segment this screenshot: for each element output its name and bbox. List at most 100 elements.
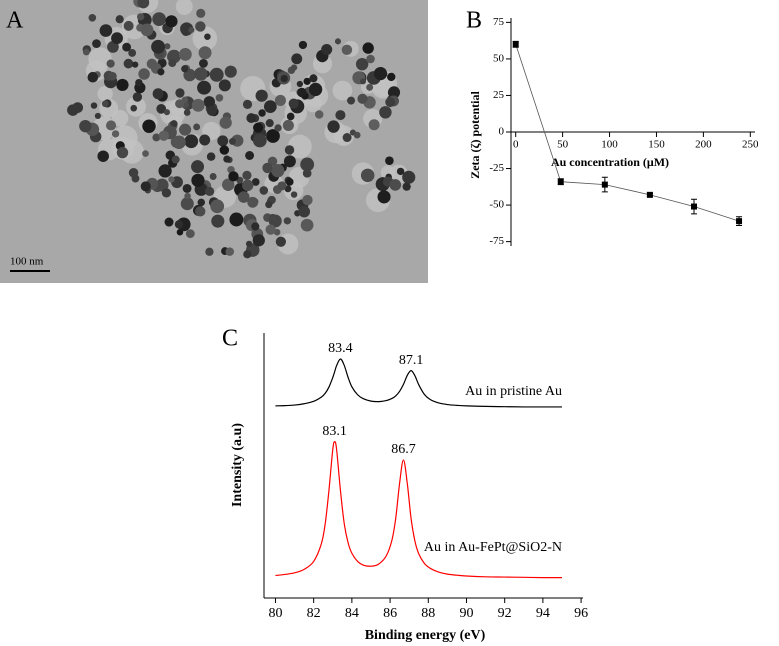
tem-particle bbox=[88, 13, 97, 22]
y-tick-label: -50 bbox=[489, 199, 504, 211]
tem-particle bbox=[218, 79, 231, 92]
tem-particle bbox=[168, 59, 177, 68]
tem-particle bbox=[282, 119, 294, 131]
tem-particle bbox=[280, 74, 288, 83]
tem-particle bbox=[246, 113, 257, 123]
tem-particle bbox=[111, 130, 120, 138]
y-tick-label: 0 bbox=[499, 126, 505, 138]
tem-particle bbox=[360, 78, 367, 85]
tem-particle bbox=[215, 94, 224, 102]
tem-particle bbox=[185, 229, 195, 239]
tem-particle bbox=[265, 119, 274, 128]
tem-particle bbox=[387, 86, 401, 99]
tem-particle bbox=[140, 181, 151, 192]
series-line bbox=[275, 441, 562, 579]
tem-particle bbox=[379, 106, 392, 119]
tem-particle bbox=[161, 188, 172, 198]
tem-particle bbox=[194, 67, 208, 81]
panel-label: B bbox=[466, 8, 482, 34]
tem-particle bbox=[146, 58, 158, 70]
x-tick-label: 86 bbox=[383, 606, 397, 621]
tem-particle bbox=[152, 12, 166, 27]
tem-particle bbox=[373, 66, 388, 81]
x-tick-label: 100 bbox=[601, 139, 618, 151]
tem-particle bbox=[157, 68, 165, 76]
series-line bbox=[515, 44, 740, 222]
tem-particle bbox=[265, 201, 273, 209]
tem-particle bbox=[245, 151, 255, 160]
tem-particle bbox=[87, 71, 99, 83]
peak-label: 83.4 bbox=[328, 341, 353, 356]
tem-particle bbox=[111, 109, 129, 127]
tem-particle bbox=[251, 222, 260, 231]
tem-particle bbox=[274, 97, 282, 104]
tem-particle bbox=[302, 194, 313, 206]
tem-particle bbox=[105, 120, 117, 131]
series-label: Au in Au-FePt@SiO2-N bbox=[424, 540, 562, 555]
tem-particle bbox=[165, 15, 178, 28]
tem-particle bbox=[197, 198, 205, 207]
tem-particle bbox=[223, 155, 231, 163]
tem-particle bbox=[297, 87, 307, 98]
tem-particle bbox=[196, 8, 206, 18]
tem-particle bbox=[191, 173, 205, 187]
tem-particle bbox=[335, 110, 346, 121]
tem-particle bbox=[164, 43, 171, 50]
tem-particle bbox=[90, 102, 98, 109]
x-tick-label: 84 bbox=[345, 606, 359, 621]
tem-particle bbox=[242, 99, 253, 109]
y-tick-label: 25 bbox=[493, 89, 505, 101]
tem-particle bbox=[286, 112, 295, 121]
tem-particle bbox=[385, 156, 394, 165]
tem-particle bbox=[258, 109, 266, 117]
tem-particle bbox=[296, 80, 304, 88]
tem-particle bbox=[266, 129, 280, 143]
tem-particle bbox=[152, 88, 164, 100]
tem-particle bbox=[199, 58, 208, 68]
tem-particle bbox=[290, 64, 298, 71]
tem-particle bbox=[158, 164, 172, 178]
tem-particle bbox=[163, 109, 171, 116]
tem-particle bbox=[184, 134, 199, 149]
tem-particle bbox=[237, 191, 250, 203]
tem-particle bbox=[271, 164, 285, 178]
tem-particle bbox=[138, 68, 150, 80]
x-tick-label: 50 bbox=[557, 139, 569, 151]
tem-particle bbox=[288, 98, 299, 109]
tem-particle bbox=[174, 220, 184, 229]
tem-particle bbox=[116, 78, 129, 92]
tem-particle bbox=[302, 168, 312, 178]
x-tick-label: 96 bbox=[574, 606, 588, 621]
tem-particle bbox=[193, 123, 201, 131]
tem-particle bbox=[178, 47, 192, 61]
y-axis-title: Zeta (ζ) potential bbox=[468, 91, 482, 179]
tem-particle bbox=[332, 80, 353, 101]
tem-particle bbox=[164, 217, 174, 227]
x-tick-label: 80 bbox=[268, 606, 282, 621]
tem-particle bbox=[182, 183, 192, 193]
tem-particle bbox=[170, 120, 178, 128]
tem-particle bbox=[175, 88, 185, 98]
tem-particle bbox=[79, 119, 92, 133]
y-axis-title: Intensity (a.u) bbox=[230, 423, 245, 507]
tem-particle bbox=[209, 173, 217, 180]
tem-particle bbox=[101, 100, 109, 108]
tem-particle bbox=[385, 97, 396, 108]
tem-particle bbox=[284, 145, 295, 155]
tem-particle bbox=[204, 33, 211, 40]
tem-particle bbox=[130, 104, 138, 112]
tem-particle bbox=[275, 236, 286, 247]
series-label: Au in pristine Au bbox=[465, 384, 562, 399]
tem-particle bbox=[298, 205, 311, 218]
tem-particle bbox=[115, 15, 124, 24]
tem-particle bbox=[241, 179, 254, 192]
tem-particle bbox=[184, 192, 191, 200]
tem-particle bbox=[225, 247, 235, 256]
tem-particle bbox=[387, 72, 396, 82]
tem-particle bbox=[188, 26, 195, 33]
tem-particle bbox=[314, 110, 324, 119]
tem-particle bbox=[219, 116, 232, 129]
tem-particle bbox=[206, 105, 217, 116]
tem-particle bbox=[360, 168, 375, 183]
tem-particle bbox=[123, 58, 134, 69]
